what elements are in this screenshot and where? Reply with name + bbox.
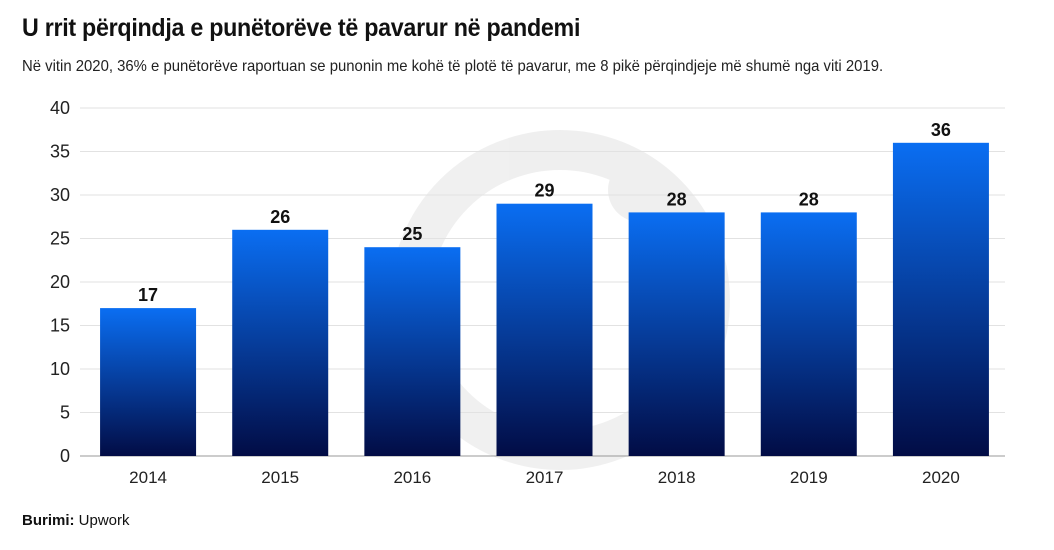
bar bbox=[628, 212, 725, 456]
data-label: 17 bbox=[138, 285, 158, 305]
source-note: Burimi: Upwork bbox=[22, 512, 130, 529]
data-label: 36 bbox=[931, 120, 951, 140]
y-tick-label: 35 bbox=[50, 142, 70, 162]
source-value: Upwork bbox=[78, 512, 130, 529]
bar bbox=[496, 203, 593, 456]
chart-subtitle: Në vitin 2020, 36% e punëtorëve raportua… bbox=[22, 58, 884, 75]
source-label: Burimi: bbox=[22, 512, 75, 529]
y-tick-label: 5 bbox=[60, 403, 70, 423]
x-tick-label: 2020 bbox=[922, 468, 960, 487]
y-tick-label: 10 bbox=[50, 359, 70, 379]
data-label: 28 bbox=[799, 189, 819, 209]
data-label: 28 bbox=[667, 189, 687, 209]
y-tick-label: 40 bbox=[50, 98, 70, 118]
data-label: 25 bbox=[402, 224, 422, 244]
data-label: 29 bbox=[534, 181, 554, 201]
bar bbox=[100, 308, 197, 456]
y-tick-label: 30 bbox=[50, 185, 70, 205]
y-tick-label: 15 bbox=[50, 316, 70, 336]
bar bbox=[760, 212, 857, 456]
x-tick-label: 2016 bbox=[393, 468, 431, 487]
bar bbox=[892, 142, 989, 457]
bar bbox=[232, 229, 329, 456]
chart-title: U rrit përqindja e punëtorëve të pavarur… bbox=[22, 14, 581, 42]
x-tick-label: 2017 bbox=[526, 468, 564, 487]
x-tick-label: 2019 bbox=[790, 468, 828, 487]
y-tick-label: 0 bbox=[60, 446, 70, 466]
data-label: 26 bbox=[270, 207, 290, 227]
x-tick-label: 2014 bbox=[129, 468, 167, 487]
y-tick-label: 25 bbox=[50, 229, 70, 249]
x-tick-label: 2015 bbox=[261, 468, 299, 487]
x-tick-label: 2018 bbox=[658, 468, 696, 487]
y-tick-label: 20 bbox=[50, 272, 70, 292]
bar bbox=[364, 247, 461, 456]
